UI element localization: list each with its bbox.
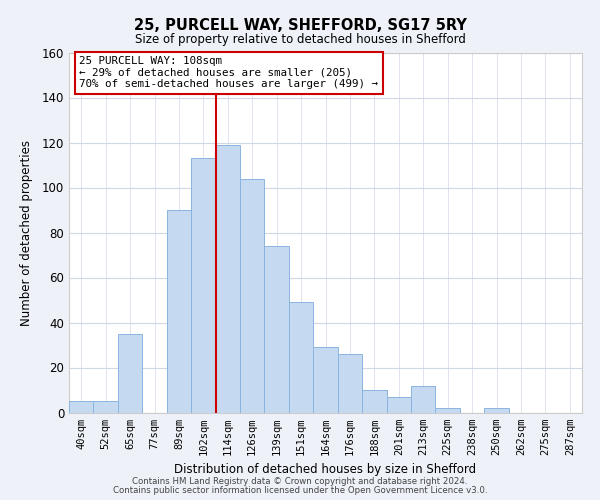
- Bar: [436, 408, 460, 412]
- Bar: [411, 386, 436, 412]
- Bar: [289, 302, 313, 412]
- Bar: [240, 178, 265, 412]
- Text: 25 PURCELL WAY: 108sqm
← 29% of detached houses are smaller (205)
70% of semi-de: 25 PURCELL WAY: 108sqm ← 29% of detached…: [79, 56, 378, 90]
- Text: Contains HM Land Registry data © Crown copyright and database right 2024.: Contains HM Land Registry data © Crown c…: [132, 477, 468, 486]
- Text: Contains public sector information licensed under the Open Government Licence v3: Contains public sector information licen…: [113, 486, 487, 495]
- Bar: [484, 408, 509, 412]
- Bar: [215, 145, 240, 412]
- Bar: [386, 397, 411, 412]
- Bar: [265, 246, 289, 412]
- Bar: [94, 401, 118, 412]
- Bar: [362, 390, 386, 412]
- Bar: [313, 347, 338, 412]
- Text: Size of property relative to detached houses in Shefford: Size of property relative to detached ho…: [134, 32, 466, 46]
- Bar: [69, 401, 94, 412]
- X-axis label: Distribution of detached houses by size in Shefford: Distribution of detached houses by size …: [175, 463, 476, 476]
- Y-axis label: Number of detached properties: Number of detached properties: [20, 140, 34, 326]
- Bar: [118, 334, 142, 412]
- Bar: [338, 354, 362, 412]
- Text: 25, PURCELL WAY, SHEFFORD, SG17 5RY: 25, PURCELL WAY, SHEFFORD, SG17 5RY: [134, 18, 466, 32]
- Bar: [167, 210, 191, 412]
- Bar: [191, 158, 215, 412]
